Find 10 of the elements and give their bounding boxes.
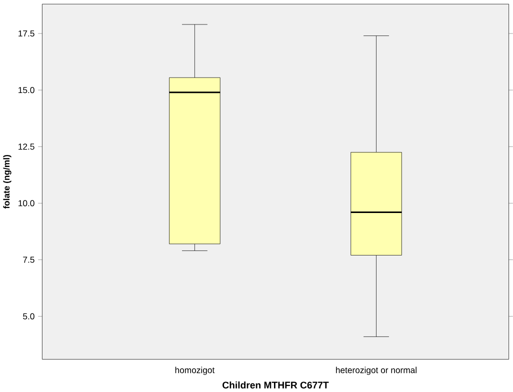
x-tick-label: heterozigot or normal <box>336 366 416 376</box>
y-tick-label: 10.0 <box>18 200 34 206</box>
y-tick-label: 7.5 <box>23 256 34 263</box>
y-tick-label: 17.5 <box>18 30 34 37</box>
x-tick-label: homozigot <box>175 366 215 376</box>
y-axis-title: folate (ng/ml) <box>3 155 12 209</box>
y-tick-label: 5.0 <box>23 313 34 320</box>
y-tick-label: 15.0 <box>18 87 34 94</box>
y-tick-label: 12.5 <box>18 144 34 150</box>
x-axis-title: Children MTHFR C677T <box>222 382 329 389</box>
